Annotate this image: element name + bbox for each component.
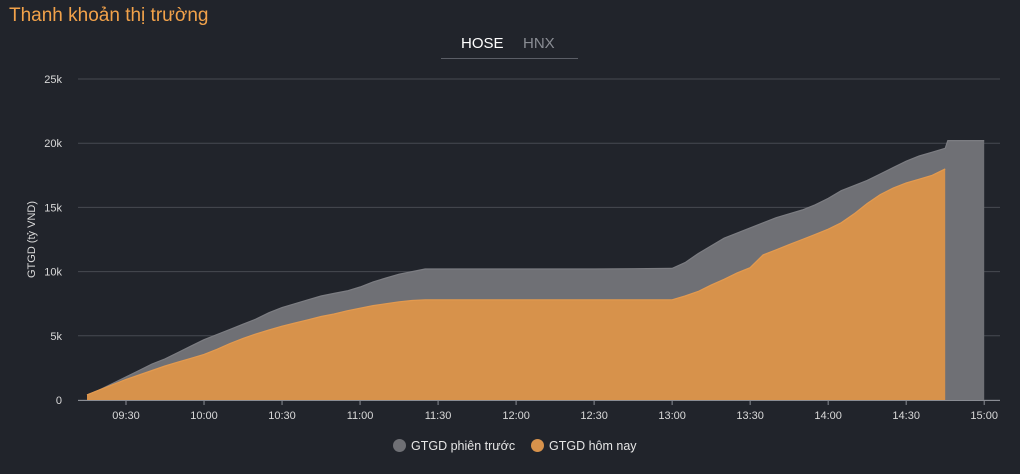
x-tick-label: 09:30	[112, 410, 140, 422]
x-tick-label: 10:30	[268, 410, 296, 422]
tab-hose[interactable]: HOSE	[461, 35, 504, 52]
x-tick-label: 12:30	[580, 410, 608, 422]
exchange-tabs: HOSE HNX	[441, 34, 578, 59]
x-tick-label: 15:00	[970, 410, 998, 422]
area-today-line	[86, 168, 946, 396]
y-tick-label: 0	[56, 395, 62, 407]
area-previous-session-line	[86, 140, 985, 396]
x-tick-label: 11:30	[425, 410, 452, 422]
x-tick-label: 14:00	[814, 410, 842, 422]
y-tick-label: 10k	[44, 267, 62, 279]
chart-legend: GTGD phiên trước GTGD hôm nay	[0, 438, 1020, 458]
y-tick-label: 25k	[44, 74, 62, 86]
y-tick-label: 20k	[44, 138, 62, 150]
x-tick-label: 13:00	[658, 410, 686, 422]
y-tick-label: 5k	[50, 331, 62, 343]
page-title: Thanh khoản thị trường	[9, 5, 209, 26]
legend-dot-today	[531, 439, 544, 452]
area-today	[87, 168, 946, 400]
x-tick-label: 10:00	[190, 410, 218, 422]
x-tick-label: 12:00	[502, 410, 530, 422]
legend-label-previous: GTGD phiên trước	[411, 439, 516, 453]
x-tick-label: 14:30	[892, 410, 920, 422]
x-tick-label: 13:30	[736, 410, 764, 422]
legend-label-today: GTGD hôm nay	[549, 439, 637, 453]
y-axis-label: GTGD (tỷ VND)	[26, 201, 38, 278]
y-tick-label: 15k	[44, 202, 62, 214]
x-tick-label: 11:00	[347, 410, 374, 422]
legend-dot-previous	[393, 439, 406, 452]
tab-hnx[interactable]: HNX	[523, 35, 555, 52]
